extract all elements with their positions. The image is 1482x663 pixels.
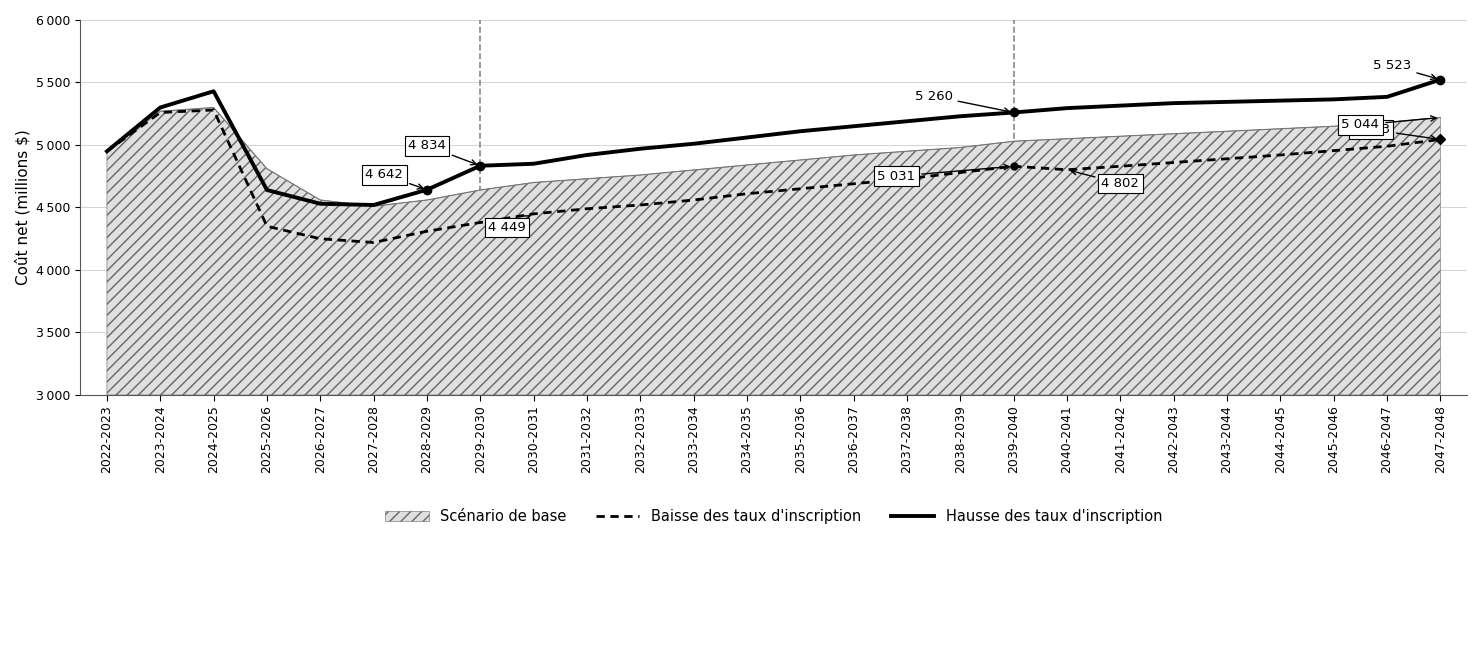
Text: 4 802: 4 802 [1071,170,1140,190]
Text: 4 834: 4 834 [408,139,476,165]
Text: 5 260: 5 260 [914,90,1009,113]
Text: 5 044: 5 044 [1341,116,1436,131]
Text: 5 523: 5 523 [1374,60,1436,80]
Text: 4 642: 4 642 [366,168,422,189]
Text: 5 031: 5 031 [877,164,1009,183]
Text: 5 283: 5 283 [1352,123,1436,141]
Y-axis label: Coût net (millions $): Coût net (millions $) [15,130,31,285]
Legend: Scénario de base, Baisse des taux d'inscription, Hausse des taux d'inscription: Scénario de base, Baisse des taux d'insc… [379,503,1168,530]
Text: 4 449: 4 449 [488,215,531,234]
